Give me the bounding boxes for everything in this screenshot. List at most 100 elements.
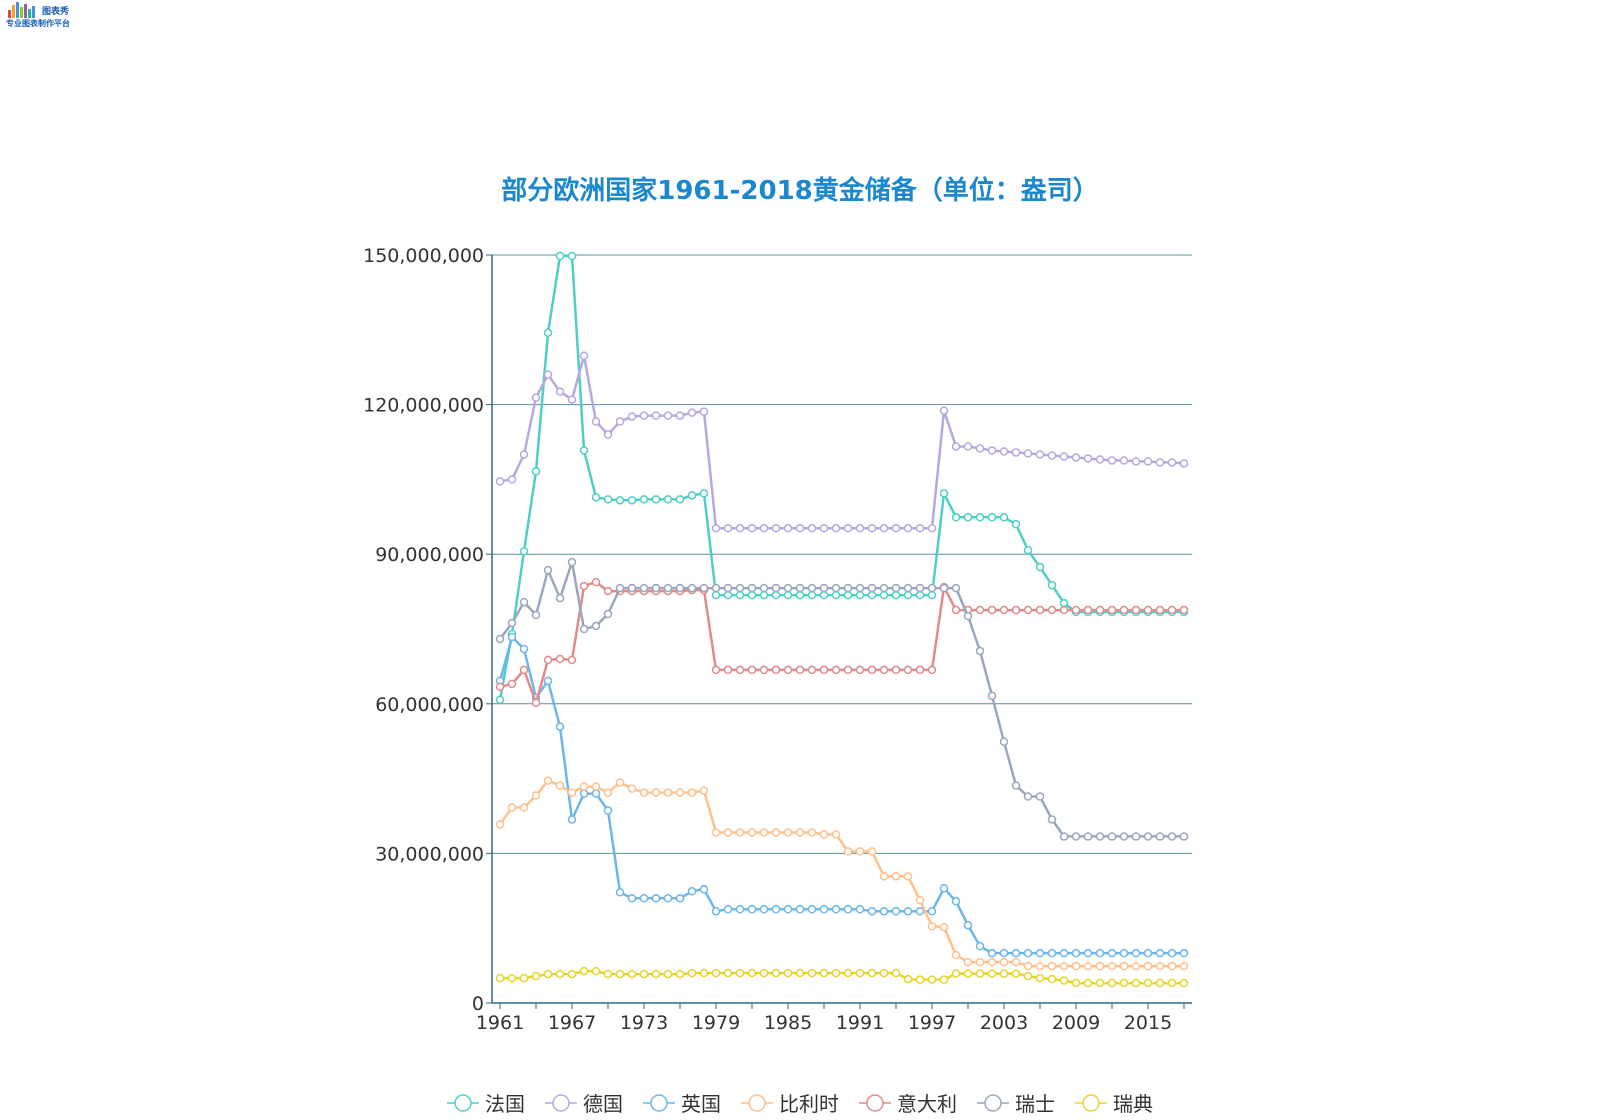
data-point[interactable]	[1169, 833, 1176, 840]
data-point[interactable]	[725, 970, 732, 977]
data-point[interactable]	[905, 525, 912, 532]
data-point[interactable]	[833, 970, 840, 977]
data-point[interactable]	[797, 592, 804, 599]
data-point[interactable]	[965, 959, 972, 966]
data-point[interactable]	[809, 906, 816, 913]
data-point[interactable]	[833, 585, 840, 592]
data-point[interactable]	[1157, 459, 1164, 466]
data-point[interactable]	[941, 924, 948, 931]
data-point[interactable]	[845, 525, 852, 532]
data-point[interactable]	[569, 656, 576, 663]
data-point[interactable]	[1001, 738, 1008, 745]
data-point[interactable]	[641, 412, 648, 419]
data-point[interactable]	[617, 779, 624, 786]
data-point[interactable]	[989, 447, 996, 454]
data-point[interactable]	[713, 908, 720, 915]
legend-item[interactable]: 瑞典	[1075, 1088, 1153, 1117]
data-point[interactable]	[1073, 963, 1080, 970]
data-point[interactable]	[581, 790, 588, 797]
data-point[interactable]	[785, 585, 792, 592]
data-point[interactable]	[605, 431, 612, 438]
data-point[interactable]	[881, 908, 888, 915]
data-point[interactable]	[905, 976, 912, 983]
data-point[interactable]	[761, 829, 768, 836]
data-point[interactable]	[545, 656, 552, 663]
data-point[interactable]	[1085, 980, 1092, 987]
data-point[interactable]	[989, 692, 996, 699]
data-point[interactable]	[941, 407, 948, 414]
data-point[interactable]	[1109, 980, 1116, 987]
data-point[interactable]	[1121, 963, 1128, 970]
data-point[interactable]	[1025, 973, 1032, 980]
data-point[interactable]	[1181, 963, 1188, 970]
data-point[interactable]	[1049, 963, 1056, 970]
data-point[interactable]	[617, 889, 624, 896]
data-point[interactable]	[689, 789, 696, 796]
data-point[interactable]	[1145, 833, 1152, 840]
data-point[interactable]	[773, 906, 780, 913]
data-point[interactable]	[1001, 959, 1008, 966]
data-point[interactable]	[929, 666, 936, 673]
data-point[interactable]	[1097, 607, 1104, 614]
data-point[interactable]	[953, 970, 960, 977]
data-point[interactable]	[857, 525, 864, 532]
data-point[interactable]	[1001, 607, 1008, 614]
data-point[interactable]	[713, 666, 720, 673]
data-point[interactable]	[1061, 607, 1068, 614]
data-point[interactable]	[1073, 833, 1080, 840]
data-point[interactable]	[1181, 607, 1188, 614]
data-point[interactable]	[1037, 451, 1044, 458]
data-point[interactable]	[1025, 950, 1032, 957]
data-point[interactable]	[761, 970, 768, 977]
data-point[interactable]	[1049, 950, 1056, 957]
data-point[interactable]	[725, 525, 732, 532]
data-point[interactable]	[737, 906, 744, 913]
data-point[interactable]	[821, 906, 828, 913]
data-point[interactable]	[881, 873, 888, 880]
data-point[interactable]	[653, 585, 660, 592]
data-point[interactable]	[677, 585, 684, 592]
data-point[interactable]	[929, 525, 936, 532]
data-point[interactable]	[809, 525, 816, 532]
data-point[interactable]	[749, 906, 756, 913]
data-point[interactable]	[1157, 833, 1164, 840]
data-point[interactable]	[713, 829, 720, 836]
data-point[interactable]	[941, 885, 948, 892]
data-point[interactable]	[845, 906, 852, 913]
data-point[interactable]	[857, 906, 864, 913]
data-point[interactable]	[581, 447, 588, 454]
data-point[interactable]	[569, 789, 576, 796]
data-point[interactable]	[749, 970, 756, 977]
data-point[interactable]	[1097, 950, 1104, 957]
data-point[interactable]	[521, 451, 528, 458]
data-point[interactable]	[833, 666, 840, 673]
data-point[interactable]	[665, 496, 672, 503]
data-point[interactable]	[749, 666, 756, 673]
data-point[interactable]	[845, 848, 852, 855]
data-point[interactable]	[1145, 963, 1152, 970]
data-point[interactable]	[1025, 547, 1032, 554]
data-point[interactable]	[953, 585, 960, 592]
data-point[interactable]	[701, 787, 708, 794]
data-point[interactable]	[761, 525, 768, 532]
data-point[interactable]	[701, 886, 708, 893]
data-point[interactable]	[809, 970, 816, 977]
data-point[interactable]	[725, 585, 732, 592]
data-point[interactable]	[1157, 607, 1164, 614]
data-point[interactable]	[653, 412, 660, 419]
data-point[interactable]	[1169, 459, 1176, 466]
data-point[interactable]	[1061, 453, 1068, 460]
data-point[interactable]	[797, 666, 804, 673]
data-point[interactable]	[869, 970, 876, 977]
data-point[interactable]	[845, 592, 852, 599]
data-point[interactable]	[1013, 959, 1020, 966]
data-point[interactable]	[965, 970, 972, 977]
data-point[interactable]	[1169, 963, 1176, 970]
data-point[interactable]	[1085, 833, 1092, 840]
data-point[interactable]	[557, 252, 564, 259]
data-point[interactable]	[641, 496, 648, 503]
data-point[interactable]	[941, 490, 948, 497]
data-point[interactable]	[1085, 455, 1092, 462]
data-point[interactable]	[785, 592, 792, 599]
data-point[interactable]	[629, 497, 636, 504]
